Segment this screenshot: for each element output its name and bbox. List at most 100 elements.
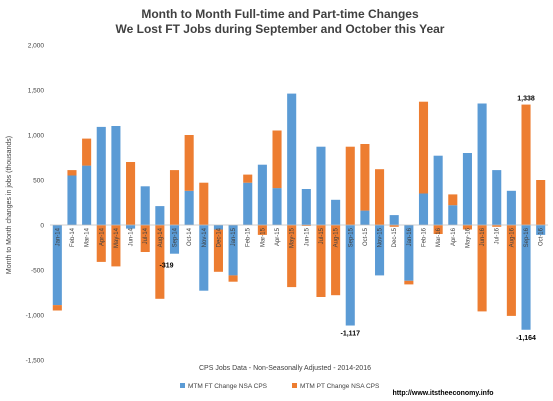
category-label: Dec-14 xyxy=(216,227,222,247)
bar-ft xyxy=(418,193,429,225)
y-tick-label: -500 xyxy=(31,267,44,274)
category-label: May-15 xyxy=(290,227,296,248)
bar-pt xyxy=(82,138,92,166)
y-tick-label: 1,500 xyxy=(28,87,45,94)
bar-ft xyxy=(331,199,341,225)
bar-ft xyxy=(96,126,106,225)
category-label: Jan-14 xyxy=(55,227,61,246)
bar-pt xyxy=(389,225,399,227)
category-label: Jul-15 xyxy=(319,227,325,244)
bar-ft xyxy=(67,175,77,225)
bar-ft xyxy=(477,103,487,225)
bar-ft xyxy=(521,225,531,330)
category-label: Jun-15 xyxy=(304,227,310,246)
category-label: Nov-14 xyxy=(202,227,208,247)
category-label: Oct-15 xyxy=(363,227,369,246)
bar-pt xyxy=(462,225,472,230)
bar-ft xyxy=(316,146,326,225)
bar-ft xyxy=(169,225,180,254)
legend-swatch-pt xyxy=(292,383,297,388)
bar-pt xyxy=(433,225,443,234)
y-tick-label: -1,500 xyxy=(26,357,45,364)
bar-pt xyxy=(287,225,297,288)
bar-pt xyxy=(228,275,238,282)
source-url: http://www.itstheeconomy.info xyxy=(392,390,493,397)
bar-ft xyxy=(536,225,546,235)
category-label: Jun-14 xyxy=(129,227,135,246)
bar-pt xyxy=(243,174,253,183)
bar-ft xyxy=(52,225,62,306)
y-axis-ticks: -1,500 -1,000 -500 0 500 1,000 1,500 2,000 xyxy=(26,42,45,364)
category-label: May-16 xyxy=(465,227,471,248)
bar-pt xyxy=(213,229,223,272)
bar-pt xyxy=(404,280,414,285)
category-label: Oct-16 xyxy=(539,227,545,246)
bar-pt xyxy=(257,225,267,235)
bar-pt xyxy=(155,225,165,299)
legend: MTM FT Change NSA CPS MTM PT Change NSA … xyxy=(180,383,380,390)
bar-pt xyxy=(184,135,194,191)
y-tick-label: 2,000 xyxy=(28,42,45,49)
category-label: Mar-15 xyxy=(260,227,266,247)
category-label: Sep-16 xyxy=(524,227,530,247)
bar-pt xyxy=(199,182,209,225)
bar-pt xyxy=(67,170,77,176)
bar-ft xyxy=(506,190,516,225)
bar-pt xyxy=(492,225,502,227)
category-label: Dec-15 xyxy=(392,227,398,247)
bar-ft xyxy=(462,153,472,225)
legend-swatch-ft xyxy=(180,383,185,388)
bar-ft xyxy=(360,210,370,225)
category-label: Apr-15 xyxy=(275,227,281,246)
category-label: Nov-15 xyxy=(378,227,384,247)
bar-ft xyxy=(199,225,209,291)
bar-ft xyxy=(184,190,194,225)
category-label: Oct-14 xyxy=(187,227,193,246)
category-label: Jul-14 xyxy=(143,227,149,244)
bar-pt xyxy=(316,225,326,297)
bar-pt xyxy=(301,225,311,226)
bar-pt xyxy=(360,144,370,211)
bar-pt xyxy=(345,146,355,225)
bar-ft xyxy=(389,215,399,225)
bar-pt xyxy=(418,101,429,194)
data-annotation: -1,164 xyxy=(516,335,536,342)
chart-subtitle: We Lost FT Jobs during September and Oct… xyxy=(116,22,445,36)
data-annotation: -1,117 xyxy=(341,331,361,338)
category-label: Jan-16 xyxy=(407,227,413,246)
bar-pt xyxy=(272,130,282,189)
bar-ft xyxy=(448,205,458,225)
bar-pt xyxy=(126,162,136,225)
category-label: Sep-14 xyxy=(173,227,179,247)
y-tick-label: 500 xyxy=(33,177,44,184)
bar-pt xyxy=(96,225,106,262)
annotations: -319 -1,117 -1,164 1,338 xyxy=(159,96,536,342)
legend-label-ft: MTM FT Change NSA CPS xyxy=(188,383,268,390)
category-label: Mar-14 xyxy=(85,227,91,247)
data-annotation: -319 xyxy=(159,263,173,270)
bar-series xyxy=(52,93,546,330)
bar-pt xyxy=(477,225,487,312)
category-label: Apr-16 xyxy=(451,227,457,246)
bar-pt xyxy=(448,194,458,206)
bar-pt xyxy=(506,225,516,316)
bar-ft xyxy=(140,186,150,225)
bar-pt xyxy=(169,170,180,225)
bar-ft xyxy=(243,182,253,225)
bar-pt xyxy=(521,104,531,225)
bar-pt xyxy=(375,169,385,225)
category-label: Apr-14 xyxy=(99,227,105,246)
category-label: Feb-15 xyxy=(246,227,252,247)
bar-ft xyxy=(345,225,355,326)
bar-ft xyxy=(111,126,121,225)
category-label: May-14 xyxy=(114,227,120,248)
bar-ft xyxy=(213,225,223,230)
bar-pt xyxy=(536,180,546,225)
bar-ft xyxy=(257,164,267,225)
y-axis-label: Month to Month changes in jobs (thousand… xyxy=(6,136,13,274)
category-label: Feb-16 xyxy=(422,227,428,247)
category-labels: Jan-14 Feb-14 Mar-14 Apr-14 May-14 Jun-14 Jul-… xyxy=(55,227,544,248)
bar-ft xyxy=(301,189,311,225)
category-label: Jun-16 xyxy=(480,227,486,246)
